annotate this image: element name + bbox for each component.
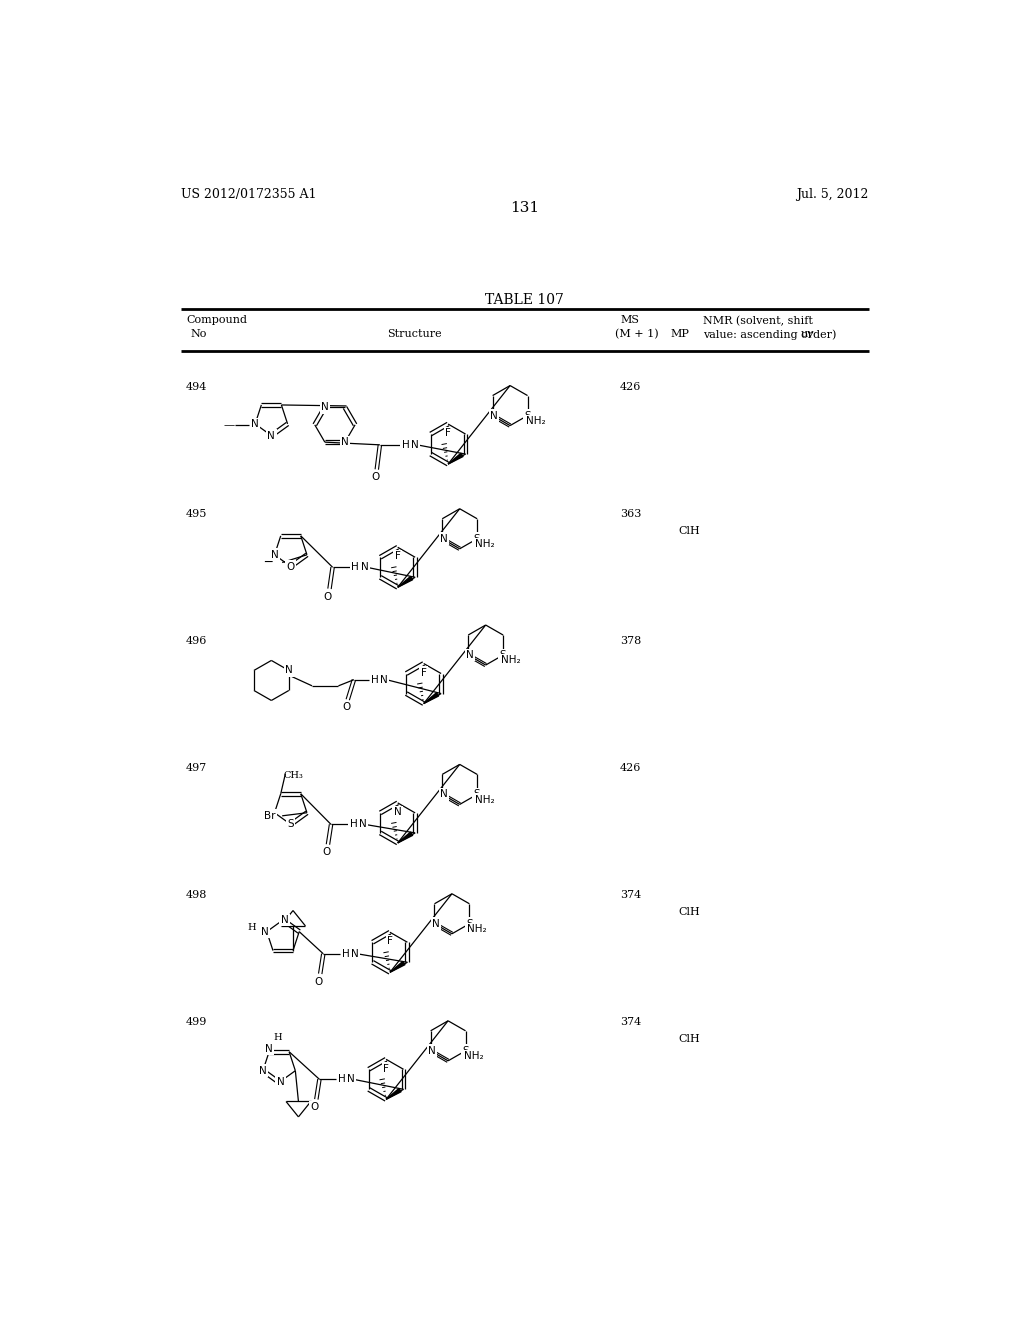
- Text: 426: 426: [621, 381, 641, 392]
- Text: O: O: [324, 591, 332, 602]
- Text: MS: MS: [621, 315, 639, 326]
- Text: N: N: [341, 437, 349, 447]
- Text: O: O: [287, 561, 295, 572]
- Text: H: H: [342, 949, 349, 958]
- Text: 378: 378: [621, 636, 641, 645]
- Text: uv: uv: [801, 330, 814, 339]
- Polygon shape: [386, 1089, 401, 1100]
- Polygon shape: [390, 961, 404, 973]
- Text: H: H: [338, 1074, 346, 1084]
- Text: 131: 131: [510, 201, 540, 215]
- Text: NH₂: NH₂: [501, 656, 521, 665]
- Text: N: N: [265, 1044, 273, 1053]
- Text: H: H: [273, 1034, 283, 1043]
- Text: N: N: [360, 562, 369, 573]
- Text: Jul. 5, 2012: Jul. 5, 2012: [797, 187, 869, 201]
- Text: N: N: [428, 1045, 436, 1056]
- Text: value: ascending order): value: ascending order): [703, 330, 837, 341]
- Text: S: S: [466, 919, 473, 929]
- Text: N: N: [259, 1065, 267, 1076]
- Text: Compound: Compound: [186, 315, 247, 326]
- Text: ─: ─: [264, 556, 272, 569]
- Text: O: O: [314, 977, 323, 986]
- Text: NH₂: NH₂: [467, 924, 487, 935]
- Text: N: N: [347, 1074, 355, 1084]
- Text: F: F: [387, 936, 393, 946]
- Text: 495: 495: [186, 508, 208, 519]
- Text: H: H: [371, 675, 379, 685]
- Text: NH₂: NH₂: [464, 1051, 483, 1061]
- Text: 494: 494: [186, 381, 208, 392]
- Text: MP: MP: [671, 330, 689, 339]
- Text: S: S: [500, 649, 507, 660]
- Text: F: F: [395, 552, 400, 561]
- Text: ClH: ClH: [678, 907, 700, 917]
- Text: N: N: [466, 649, 474, 660]
- Text: NH₂: NH₂: [525, 416, 545, 426]
- Text: N: N: [394, 807, 401, 817]
- Text: N: N: [432, 919, 440, 929]
- Text: N: N: [380, 675, 388, 685]
- Text: ClH: ClH: [678, 1034, 700, 1044]
- Text: N: N: [490, 411, 498, 421]
- Text: 363: 363: [621, 508, 641, 519]
- Text: 374: 374: [621, 1016, 641, 1027]
- Text: 498: 498: [186, 890, 208, 900]
- Text: O: O: [310, 1102, 318, 1111]
- Text: N: N: [270, 550, 279, 560]
- Text: N: N: [261, 927, 269, 937]
- Text: N: N: [276, 1077, 285, 1088]
- Text: N: N: [285, 665, 293, 676]
- Text: F: F: [383, 1064, 389, 1073]
- Text: —: —: [223, 420, 234, 430]
- Text: N: N: [359, 820, 367, 829]
- Text: H: H: [349, 820, 357, 829]
- Text: NH₂: NH₂: [475, 539, 495, 549]
- Text: 497: 497: [186, 763, 208, 772]
- Text: O: O: [342, 702, 350, 713]
- Text: S: S: [524, 411, 530, 421]
- Text: 499: 499: [186, 1016, 208, 1027]
- Text: NH₂: NH₂: [475, 795, 495, 805]
- Text: 426: 426: [621, 763, 641, 772]
- Text: N: N: [440, 789, 447, 800]
- Polygon shape: [397, 577, 413, 587]
- Polygon shape: [424, 693, 438, 704]
- Polygon shape: [397, 832, 413, 843]
- Text: US 2012/0172355 A1: US 2012/0172355 A1: [180, 187, 316, 201]
- Text: O: O: [323, 847, 331, 857]
- Text: N: N: [267, 430, 275, 441]
- Text: 374: 374: [621, 890, 641, 900]
- Text: (M + 1): (M + 1): [614, 330, 658, 339]
- Text: S: S: [474, 533, 480, 544]
- Text: NMR (solvent, shift: NMR (solvent, shift: [703, 315, 813, 326]
- Text: N: N: [251, 418, 259, 429]
- Text: H: H: [247, 923, 256, 932]
- Text: Structure: Structure: [387, 330, 442, 339]
- Text: H: H: [401, 440, 410, 450]
- Text: N: N: [411, 440, 419, 450]
- Text: 496: 496: [186, 636, 208, 645]
- Text: Br: Br: [264, 810, 275, 821]
- Text: N: N: [281, 915, 289, 925]
- Text: No: No: [190, 330, 207, 339]
- Text: S: S: [462, 1045, 469, 1056]
- Text: S: S: [474, 789, 480, 800]
- Text: TABLE 107: TABLE 107: [485, 293, 564, 308]
- Text: ClH: ClH: [678, 525, 700, 536]
- Text: F: F: [421, 668, 427, 677]
- Text: S: S: [288, 820, 294, 829]
- Text: H: H: [351, 562, 359, 573]
- Text: CH₃: CH₃: [283, 771, 303, 780]
- Text: N: N: [440, 533, 447, 544]
- Text: F: F: [445, 428, 451, 438]
- Text: N: N: [351, 949, 359, 958]
- Text: O: O: [371, 473, 379, 482]
- Text: N: N: [321, 403, 329, 412]
- Polygon shape: [449, 453, 463, 465]
